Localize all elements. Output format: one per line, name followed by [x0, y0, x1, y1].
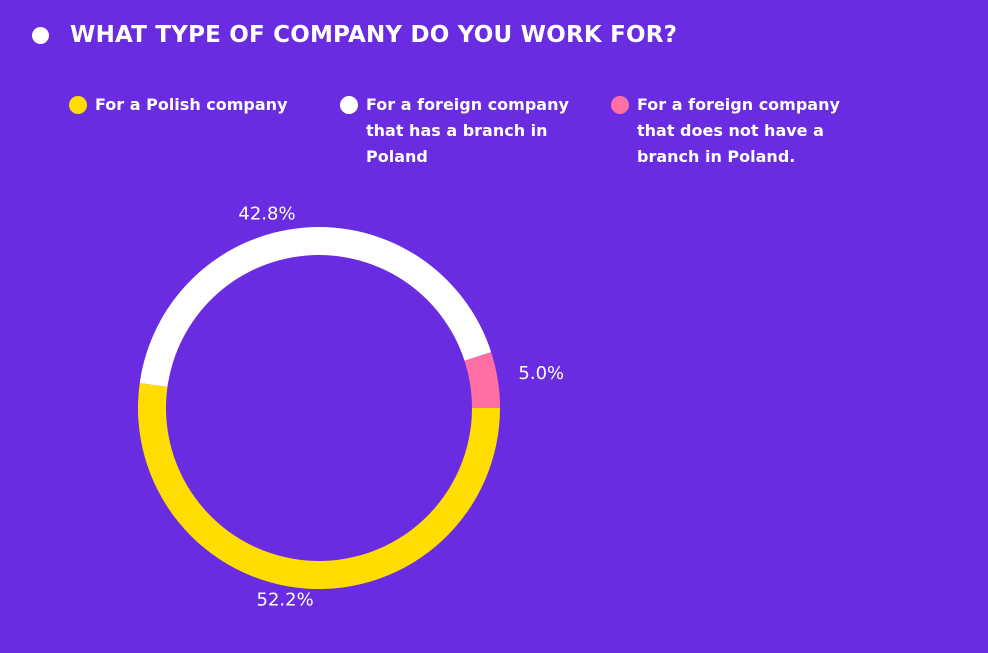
legend-swatch-yellow-icon	[69, 96, 87, 114]
legend-label: For a foreign company that has a branch …	[366, 95, 569, 166]
legend-item-foreign-without-branch: For a foreign company that does not have…	[611, 93, 862, 170]
data-label-polish-company: 52.2%	[257, 590, 314, 611]
legend-item-foreign-with-branch: For a foreign company that has a branch …	[340, 93, 591, 170]
title-row: WHAT TYPE OF COMPANY DO YOU WORK FOR?	[32, 18, 677, 52]
donut-segment-foreign-without-branch	[464, 352, 500, 408]
donut-segment-polish-company	[138, 383, 500, 589]
donut-segment-foreign-with-branch	[139, 227, 492, 387]
chart-title: WHAT TYPE OF COMPANY DO YOU WORK FOR?	[70, 22, 678, 48]
legend-item-polish-company: For a Polish company	[69, 93, 315, 118]
data-label-foreign-without-branch: 5.0%	[518, 363, 564, 384]
legend-label: For a foreign company that does not have…	[637, 95, 840, 166]
data-label-foreign-with-branch: 42.8%	[238, 203, 295, 224]
legend-swatch-pink-icon	[611, 96, 629, 114]
legend-swatch-white-icon	[340, 96, 358, 114]
bullet-dot-icon	[32, 26, 49, 44]
legend-label: For a Polish company	[95, 95, 288, 114]
